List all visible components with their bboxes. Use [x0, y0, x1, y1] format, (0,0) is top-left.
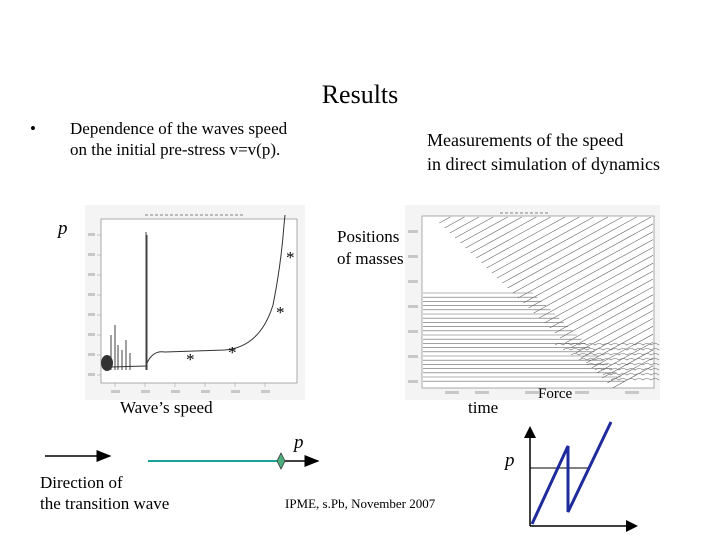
pressure-axis-label: p [58, 218, 68, 239]
speed-dependence-plot [85, 205, 305, 400]
force-p-label: p [505, 450, 515, 471]
positions-label: Positions of masses [337, 226, 404, 270]
measurements-line-1: Measurements of the speed [427, 130, 624, 150]
bullet-line-2: on the initial pre-stress v=v(p). [70, 140, 281, 159]
bullet-line-1: Dependence of the waves speed [70, 119, 288, 138]
time-label: time [468, 398, 499, 417]
measurements-line-2: in direct simulation of dynamics [427, 154, 660, 174]
speed-point-marker: * [276, 303, 285, 322]
positions-of-masses-plot [405, 205, 660, 400]
slide-title: Results [321, 80, 399, 109]
transition-wave-diagram [45, 450, 320, 470]
direction-line-1: Direction of [40, 473, 123, 492]
direction-line-2: the transition wave [40, 494, 170, 513]
transition-p-label: p [294, 432, 304, 453]
force-label: Force [538, 386, 573, 402]
positions-line-2: of masses [337, 249, 404, 268]
waves-speed-label: Wave’s speed [120, 398, 213, 417]
speed-point-marker: * [186, 350, 195, 369]
direction-label: Direction of the transition wave [40, 472, 169, 514]
measurements-text: Measurements of the speed in direct simu… [427, 128, 660, 176]
speed-point-marker: * [286, 248, 295, 267]
positions-line-1: Positions [337, 227, 400, 246]
speed-point-marker: * [228, 343, 237, 362]
bullet-symbol: • [30, 119, 36, 138]
footer-text: IPME, s.Pb, November 2007 [285, 496, 436, 511]
bullet-text: Dependence of the waves speed on the ini… [70, 118, 330, 160]
force-graph [524, 421, 638, 532]
